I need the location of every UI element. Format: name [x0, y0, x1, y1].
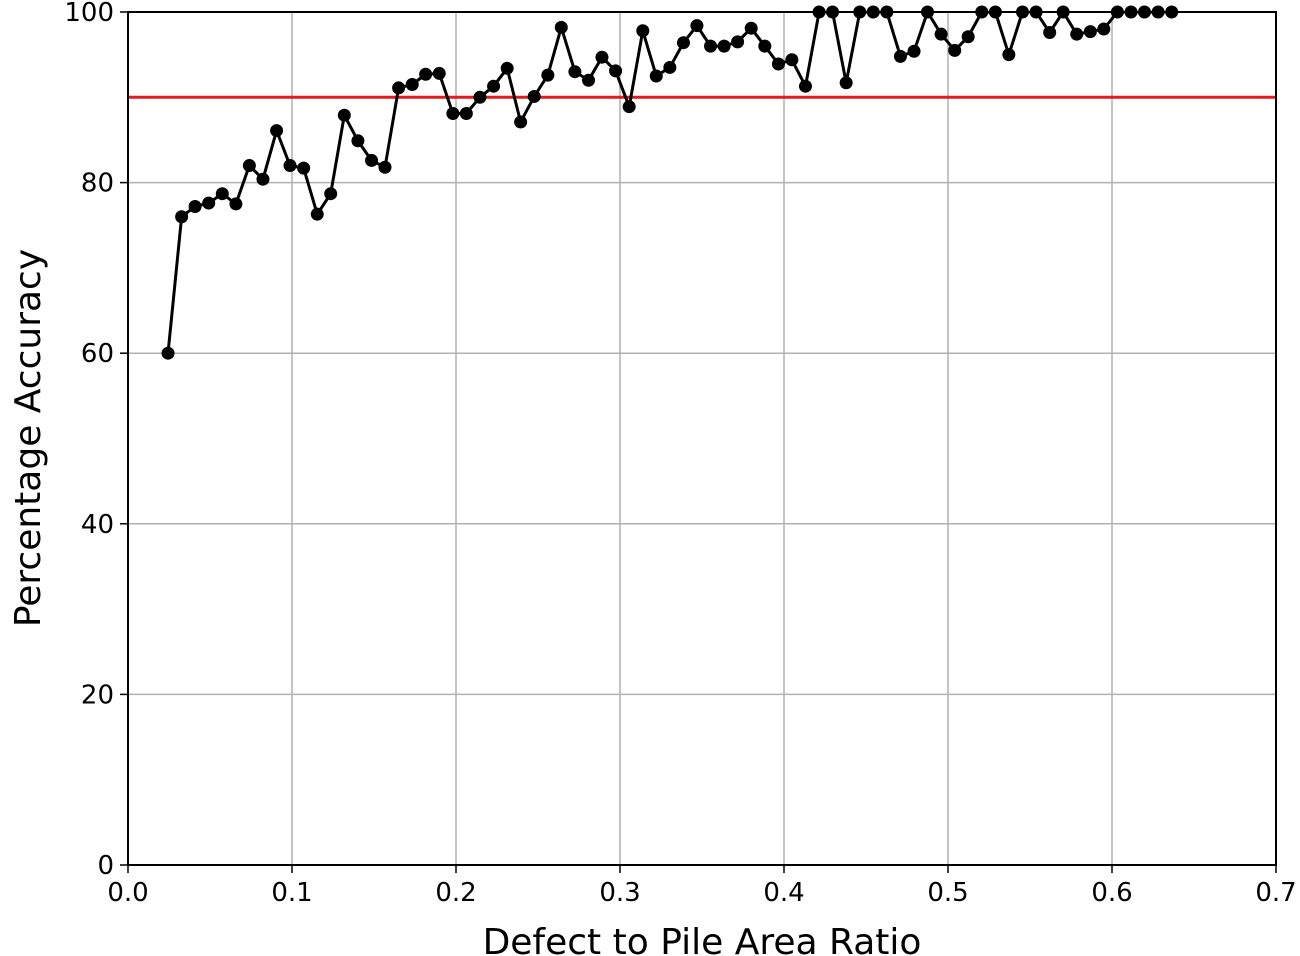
point — [161, 346, 175, 360]
point — [378, 160, 392, 174]
y-tick-label: 60 — [81, 339, 114, 369]
point — [297, 161, 311, 175]
point — [527, 89, 541, 103]
point — [310, 207, 324, 221]
point — [351, 134, 365, 148]
x-tick-label: 0.5 — [927, 878, 968, 908]
y-axis-label: Percentage Accuracy — [8, 249, 49, 627]
point — [541, 68, 555, 82]
point — [1002, 48, 1016, 62]
point — [459, 107, 473, 121]
point — [202, 196, 216, 210]
point — [1083, 25, 1097, 39]
point — [731, 35, 745, 49]
point — [500, 61, 514, 75]
x-axis-label: Defect to Pile Area Ratio — [483, 922, 922, 956]
point — [582, 73, 596, 87]
point — [188, 199, 202, 213]
point — [256, 172, 270, 186]
point — [392, 81, 406, 95]
point — [785, 53, 799, 67]
point — [907, 44, 921, 58]
point — [622, 100, 636, 114]
point — [771, 57, 785, 71]
point — [948, 43, 962, 57]
point — [432, 66, 446, 80]
point — [242, 159, 256, 173]
y-tick-label: 40 — [81, 510, 114, 540]
x-tick-label: 0.2 — [435, 878, 476, 908]
point — [337, 108, 351, 122]
point — [690, 19, 704, 33]
y-tick-label: 20 — [81, 680, 114, 710]
point — [215, 187, 229, 201]
point — [554, 20, 568, 34]
point — [270, 124, 284, 138]
point — [446, 107, 460, 121]
point — [487, 79, 501, 93]
point — [514, 115, 528, 129]
point — [758, 39, 772, 53]
point — [1097, 22, 1111, 36]
point — [419, 67, 433, 81]
point — [568, 65, 582, 79]
point — [744, 21, 758, 35]
point — [473, 90, 487, 104]
point — [839, 76, 853, 90]
y-tick-label: 80 — [81, 169, 114, 199]
point — [663, 60, 677, 74]
plot-frame — [127, 11, 1277, 866]
point — [893, 49, 907, 63]
point — [405, 78, 419, 92]
point — [649, 69, 663, 83]
y-tick-label: 0 — [97, 851, 114, 881]
y-tick-label: 100 — [64, 0, 114, 28]
point — [717, 39, 731, 53]
point — [324, 187, 338, 201]
point — [175, 210, 189, 224]
point — [934, 27, 948, 41]
point — [609, 64, 623, 78]
point — [1070, 27, 1084, 41]
x-tick-label: 0.6 — [1091, 878, 1132, 908]
x-tick-label: 0.7 — [1255, 878, 1296, 908]
x-tick-label: 0.4 — [763, 878, 804, 908]
x-tick-label: 0.0 — [107, 878, 148, 908]
point — [1043, 25, 1057, 39]
point — [229, 197, 243, 211]
x-tick-label: 0.1 — [271, 878, 312, 908]
point — [798, 79, 812, 93]
point — [365, 153, 379, 167]
point — [595, 50, 609, 64]
point — [961, 30, 975, 44]
point — [283, 159, 297, 173]
point — [636, 24, 650, 38]
x-tick-label: 0.3 — [599, 878, 640, 908]
point — [676, 36, 690, 50]
point — [704, 39, 718, 53]
